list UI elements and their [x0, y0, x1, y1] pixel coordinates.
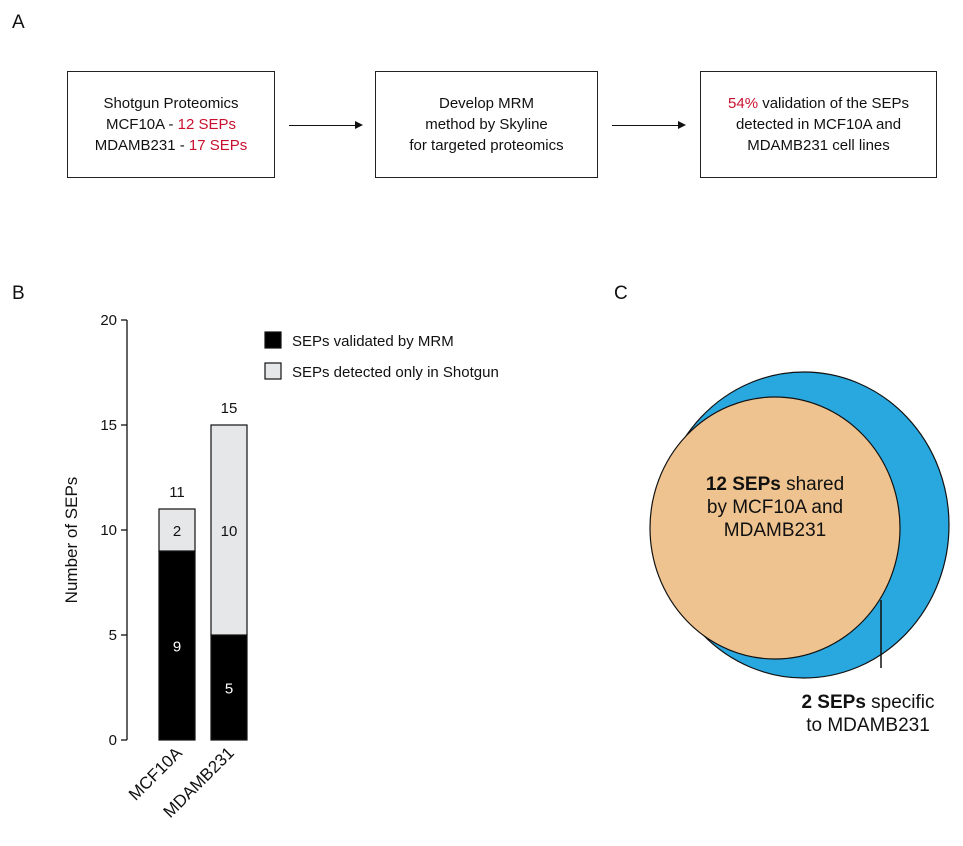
venn-shared-count: 12 SEPs	[705, 474, 781, 495]
mdamb231-prefix: MDAMB231 -	[94, 137, 189, 154]
venn-shared-line3: MDAMB231	[723, 520, 827, 541]
venn-specific-label: 2 SEPs specific to MDAMB231	[778, 691, 958, 737]
legend-label: SEPs validated by MRM	[292, 333, 454, 350]
flow-box-mrm-line2: method by Skyline	[425, 116, 548, 133]
venn-shared-line1: 12 SEPs shared	[645, 473, 905, 496]
panel-label-b: B	[12, 283, 25, 304]
venn-shared-rest: shared	[780, 474, 845, 495]
y-tick-label: 20	[100, 312, 117, 329]
y-tick-label: 0	[109, 732, 117, 749]
y-tick-label: 5	[109, 627, 117, 644]
venn-specific-line1: 2 SEPs specific	[778, 691, 958, 714]
panel-label-a: A	[12, 12, 25, 33]
bar-segment-label: 5	[225, 681, 233, 698]
bar-total-label: 15	[221, 400, 238, 417]
legend-swatch	[264, 331, 282, 349]
flow-box-validation: 54% validation of the SEPs detected in M…	[700, 71, 937, 178]
y-tick-label: 15	[100, 417, 117, 434]
y-axis-label: Number of SEPs	[62, 477, 81, 604]
flow-box-shotgun-line3: MDAMB231 - 17 SEPs	[95, 135, 248, 156]
venn-specific-rest: specific	[865, 692, 935, 713]
flow-box-shotgun: Shotgun Proteomics MCF10A - 12 SEPs MDAM…	[67, 71, 275, 178]
bar-segment	[158, 550, 196, 741]
flow-box-shotgun-line2: MCF10A - 12 SEPs	[106, 114, 236, 135]
legend-swatch	[264, 362, 282, 380]
y-tick-label: 10	[100, 522, 117, 539]
flow-box-validation-line1: 54% validation of the SEPs	[728, 93, 909, 114]
bar-segment-label: 9	[173, 639, 181, 656]
validation-percent: 54%	[728, 95, 759, 112]
flow-arrow-1	[289, 121, 363, 129]
bar-segment	[210, 634, 248, 741]
venn-inner-circle-shared	[649, 396, 901, 660]
venn-diagram	[649, 371, 950, 679]
legend-label: SEPs detected only in Shotgun	[292, 364, 499, 381]
validation-line1-rest: validation of the SEPs	[758, 95, 909, 112]
flow-arrow-2	[612, 121, 686, 129]
venn-specific-line2: to MDAMB231	[806, 715, 930, 736]
flow-box-shotgun-line1: Shotgun Proteomics	[103, 95, 239, 112]
mcf10a-prefix: MCF10A -	[105, 116, 178, 133]
venn-shared-label: 12 SEPs shared by MCF10A and MDAMB231	[645, 473, 905, 542]
bar-segment	[158, 508, 196, 552]
mcf10a-count: 12 SEPs	[177, 116, 237, 133]
flow-box-validation-line2: detected in MCF10A and	[735, 116, 902, 133]
bar-segment	[210, 424, 248, 636]
panel-label-c: C	[614, 283, 628, 304]
bar-total-label: 11	[169, 484, 185, 501]
flow-box-mrm-line3: for targeted proteomics	[409, 137, 564, 154]
venn-shared-line2: by MCF10A and	[706, 497, 844, 518]
flow-box-mrm: Develop MRM method by Skyline for target…	[375, 71, 598, 178]
mdamb231-count: 17 SEPs	[188, 137, 248, 154]
flow-box-validation-line3: MDAMB231 cell lines	[747, 137, 890, 154]
bar-segment-label: 2	[173, 523, 181, 540]
bar-segment-label: 10	[221, 523, 238, 540]
flow-box-mrm-line1: Develop MRM	[438, 95, 535, 112]
venn-specific-count: 2 SEPs	[801, 692, 866, 713]
